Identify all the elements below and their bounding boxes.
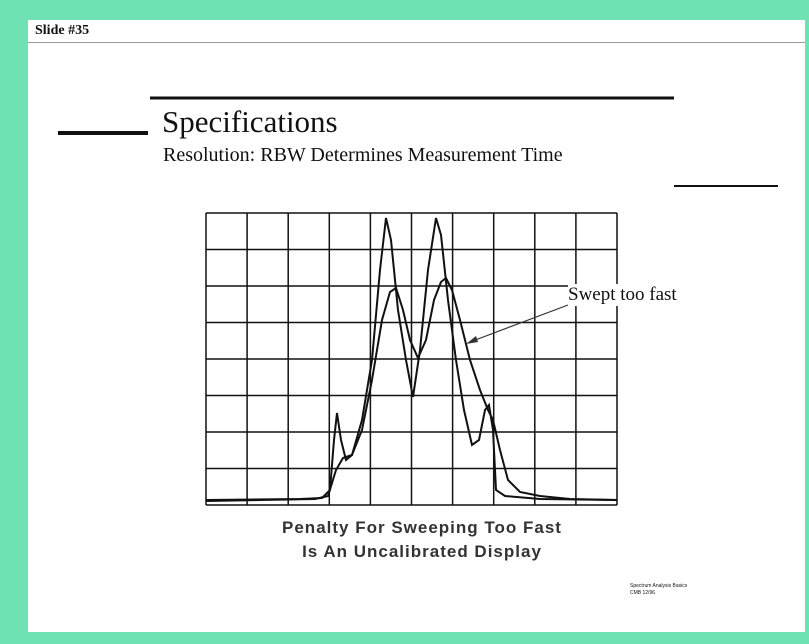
swept-fast-trace bbox=[205, 276, 618, 502]
header-bar bbox=[28, 20, 805, 43]
footer-line: CMB 12/96 bbox=[630, 590, 656, 596]
slide-page bbox=[28, 20, 805, 632]
caption-line: Penalty For Sweeping Too Fast bbox=[282, 518, 562, 537]
caption-line: Is An Uncalibrated Display bbox=[302, 542, 542, 561]
annotation: Swept too fast bbox=[568, 284, 677, 306]
slide-subtitle: Resolution: RBW Determines Measurement T… bbox=[163, 144, 563, 166]
arrow-head bbox=[466, 336, 478, 344]
slide-title: Specifications bbox=[162, 104, 338, 139]
footer-line: Spectrum Analysis Basics bbox=[630, 583, 688, 589]
slide-label: Slide #35 bbox=[35, 23, 90, 38]
annotation-arrow bbox=[469, 304, 569, 343]
graticule bbox=[205, 212, 618, 506]
